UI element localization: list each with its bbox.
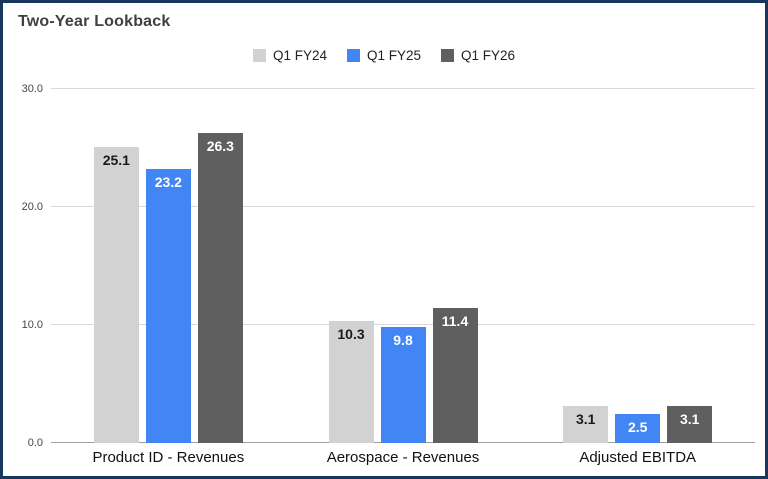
bar-value-label: 23.2 [154, 174, 182, 191]
legend-swatch-q1-fy24 [252, 49, 266, 62]
chart-legend: Q1 FY24 Q1 FY25 Q1 FY26 [3, 48, 765, 63]
gridline [51, 324, 755, 325]
gridline [51, 206, 755, 207]
bar-q1-fy25-product-id-revenues: 23.2 [145, 169, 191, 443]
bar-value-label: 3.1 [679, 411, 700, 428]
bar-group-adjusted-ebitda: 3.1 2.5 3.1 [520, 89, 755, 443]
y-axis-tick-label: 20.0 [21, 201, 43, 213]
bar-group-aerospace-revenues: 10.3 9.8 11.4 [286, 89, 521, 443]
bar-value-label: 2.5 [627, 418, 648, 435]
legend-swatch-q1-fy26 [441, 49, 455, 62]
y-axis-tick-label: 10.0 [21, 319, 43, 331]
bar-q1-fy25-aerospace-revenues: 9.8 [380, 327, 426, 443]
legend-label-q1-fy26: Q1 FY26 [461, 48, 516, 63]
legend-label-q1-fy25: Q1 FY25 [366, 48, 422, 63]
bar-value-label: 9.8 [393, 332, 413, 349]
y-axis-labels: 0.0 10.0 20.0 30.0 [9, 83, 45, 449]
bar-value-label: 3.1 [575, 411, 596, 428]
bar-q1-fy24-product-id-revenues: 25.1 [93, 146, 139, 443]
x-axis-label-product-id-revenues: Product ID - Revenues [92, 449, 245, 466]
y-axis-tick-label: 0.0 [27, 437, 43, 449]
bar-q1-fy26-aerospace-revenues: 11.4 [432, 308, 478, 443]
bar-value-label: 10.3 [337, 326, 365, 343]
x-axis-label-aerospace-revenues: Aerospace - Revenues [326, 449, 480, 466]
bar-q1-fy24-aerospace-revenues: 10.3 [328, 321, 374, 443]
legend-label-q1-fy24: Q1 FY24 [272, 48, 327, 63]
x-axis-label-adjusted-ebitda: Adjusted EBITDA [579, 449, 697, 466]
bar-q1-fy26-adjusted-ebitda: 3.1 [667, 406, 713, 443]
bar-group-product-id-revenues: 25.1 23.2 26.3 [51, 89, 286, 443]
legend-item-q1-fy24: Q1 FY24 [252, 48, 327, 63]
legend-swatch-q1-fy25 [346, 49, 360, 62]
chart-title: Two-Year Lookback [18, 13, 171, 30]
bar-q1-fy24-adjusted-ebitda: 3.1 [563, 406, 609, 443]
plot-area: 25.1 23.2 26.3 10.3 9.8 11.4 3.1 2.5 3.1 [51, 88, 755, 443]
bar-q1-fy26-product-id-revenues: 26.3 [197, 132, 243, 443]
bar-groups: 25.1 23.2 26.3 10.3 9.8 11.4 3.1 2.5 3.1 [51, 89, 755, 443]
x-axis-labels: Product ID - Revenues Aerospace - Revenue… [51, 449, 755, 469]
legend-item-q1-fy25: Q1 FY25 [346, 48, 422, 63]
gridline [51, 88, 755, 89]
bar-q1-fy25-adjusted-ebitda: 2.5 [615, 413, 661, 443]
legend-item-q1-fy26: Q1 FY26 [441, 48, 515, 63]
bar-value-label: 25.1 [102, 151, 130, 168]
y-axis-tick-label: 30.0 [21, 83, 43, 95]
bar-value-label: 11.4 [441, 313, 469, 330]
bar-value-label: 26.3 [206, 137, 234, 154]
